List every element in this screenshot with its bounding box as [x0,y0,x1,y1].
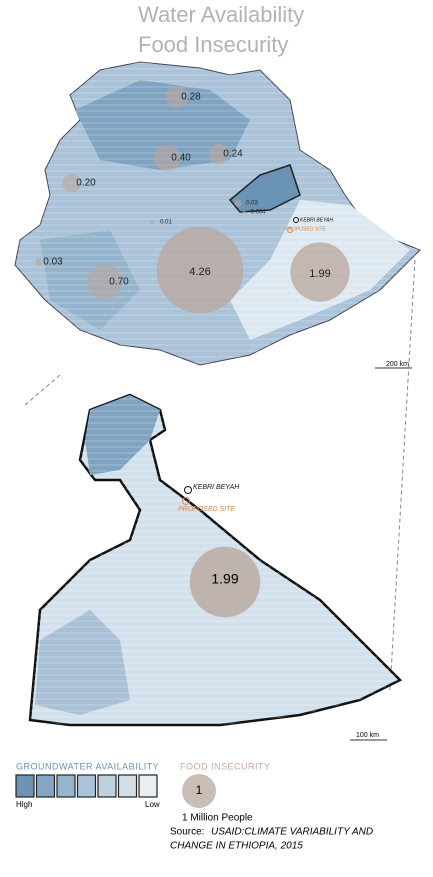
main-map: 200 km [14,61,421,369]
source-text: USAID:CLIMATE VARIABILITY AND [211,827,373,838]
title-line-1: Water Availability [138,2,304,27]
site-name: KEBRI BEYAH [193,484,240,491]
site-marker [293,217,299,223]
bubble-label: 0.24 [223,149,243,160]
bubble [165,85,189,109]
site-marker [287,227,293,233]
swatch [97,774,117,798]
bubble [208,143,230,165]
bubble-label: 1.99 [211,571,238,587]
bubble-label: 0.03 [43,257,63,268]
bubble [149,219,155,225]
zoom-line [389,259,416,691]
source-label: Source: [170,827,204,838]
site-note: PROPOSED SITE [285,226,327,232]
title-line-2: Food Insecurity [138,32,288,57]
bubble-label: 4.26 [189,266,210,278]
site-note: PROPOSED SITE [178,506,236,513]
swatches [15,774,158,798]
bubble [290,242,350,302]
bubble [234,199,242,207]
bubble-label: 0.70 [109,277,129,288]
site-name: KEBRI BEYAH [300,217,333,223]
source-text: CHANGE IN ETHIOPIA, 2015 [170,841,303,852]
legend-title: FOOD INSECURITY [180,761,271,771]
bubble [153,144,181,172]
bubble-label: 0.40 [171,153,191,164]
bubble-label: 0.28 [181,92,201,103]
legend-high: High [16,800,32,809]
legend-bubble-label: 1 [196,783,203,797]
bubble-label: 0.03 [246,201,258,207]
zoom-line [24,374,61,406]
swatch [56,774,76,798]
bubble [87,264,123,300]
bubble [242,210,246,214]
swatch [15,774,35,798]
site-marker [184,486,192,494]
bubble-layer: 0.28 0.40 0.24 0.20 0.03 0.70 4.26 1.99 0.01 0.03… [35,85,350,314]
legend: GROUNDWATER AVAILABILITY High Low FOOD I… [15,761,373,852]
bubble-label: 0.01 [160,220,172,226]
legend-title: GROUNDWATER AVAILABILITY [16,761,159,771]
swatch [76,774,97,798]
swatch [35,774,56,798]
site-marker [182,497,190,505]
bubble [35,258,43,266]
bubble-label: 1.99 [309,268,330,280]
legend-low: Low [145,800,160,809]
scale-label: 100 km [356,732,379,739]
swatch [138,774,158,798]
bubble [189,546,261,618]
legend-bubble [182,774,216,808]
swatch [117,774,138,798]
bubble-label: 0.20 [76,178,96,189]
bubble-layer: 1.99 KEBRI BEYAH PROPOSED SITE [178,484,261,618]
afar-region [228,164,301,213]
bubble [62,173,82,193]
legend-bubble-caption: 1 Million People [182,813,253,824]
bubble-label: 0.004 [250,210,266,216]
bubble [156,226,244,314]
scale-label: 200 km [386,361,409,368]
